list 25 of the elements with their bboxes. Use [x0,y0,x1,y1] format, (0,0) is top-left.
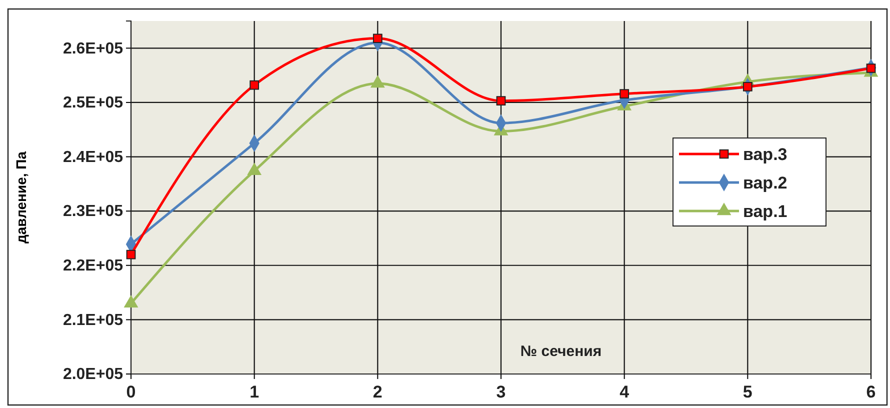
y-tick-label: 2.3E+05 [62,203,124,220]
y-tick-label: 2.5E+05 [62,94,124,112]
x-tick-label: 0 [126,382,136,402]
y-tick-label: 2.2E+05 [62,258,124,275]
x-tick-label: 3 [496,382,506,402]
x-tick-label: 5 [742,382,752,402]
point [250,80,260,90]
x-tick-label: 4 [620,382,630,402]
y-tick-label: 2.0E+05 [62,366,124,384]
x-tick-label: 1 [250,382,260,402]
y-tick-label: 2.6E+05 [62,40,124,58]
legend-label: вар.2 [743,174,788,192]
point [742,82,752,92]
x-tick-label: 2 [372,382,382,402]
point [372,34,382,44]
y-tick-label: 2.1E+05 [62,312,124,329]
x-tick-label: 6 [866,382,876,402]
legend-label: вар.1 [743,202,788,221]
point [620,89,630,98]
point [496,96,506,106]
point [126,250,136,260]
legend-label: вар.3 [743,145,788,164]
y-tick-label: 2.4E+05 [62,148,124,166]
y-axis-title: давление, Па [13,151,29,244]
x-axis-title: № сечения [520,343,602,360]
